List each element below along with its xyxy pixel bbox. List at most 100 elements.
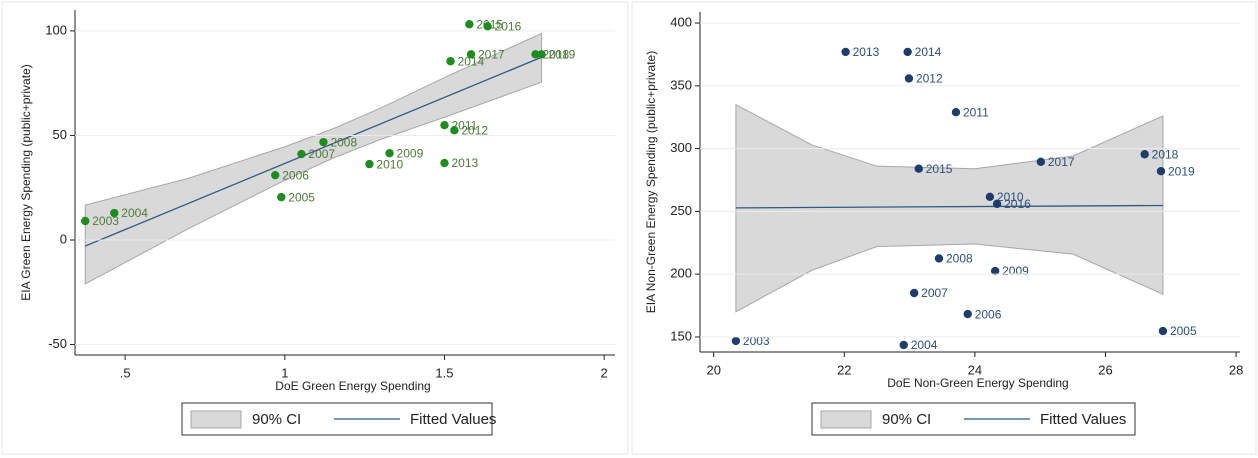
point-label: 2008 [330, 135, 357, 149]
point-label: 2006 [282, 168, 309, 182]
point [446, 57, 455, 66]
point-label: 2006 [975, 307, 1002, 321]
x-tick-label: 2 [601, 365, 608, 380]
point [841, 47, 850, 57]
ci-band [735, 103, 1164, 313]
panel-frame [1, 1, 629, 455]
point [450, 126, 459, 135]
legend-label: 90% CI [252, 411, 301, 428]
y-axis-title: EIA Green Energy Spending (public+privat… [19, 64, 33, 300]
x-tick-label: 28 [1229, 362, 1243, 377]
legend-swatch [820, 410, 872, 429]
point-label: 2014 [915, 45, 942, 59]
point-label: 2019 [1168, 164, 1195, 178]
y-axis-title: EIA Non-Green Energy Spending (public+pr… [644, 51, 658, 313]
point [440, 158, 449, 168]
point [1140, 150, 1149, 159]
y-tick-label: 150 [670, 328, 692, 343]
point-label: 2009 [397, 146, 424, 160]
x-tick-label: 24 [968, 362, 982, 377]
point-label: 2004 [121, 206, 148, 220]
point [1158, 326, 1168, 336]
x-axis-title: DoE Green Energy Spending [275, 379, 430, 393]
point [465, 20, 474, 29]
x-tick-label: 1 [281, 365, 288, 380]
point [963, 309, 972, 319]
point [903, 47, 912, 57]
point-label: 2011 [963, 105, 989, 119]
point-label: 2012 [461, 123, 488, 137]
point [992, 199, 1002, 209]
point [319, 137, 328, 147]
point [385, 149, 394, 158]
y-tick-label: 200 [670, 266, 692, 281]
panel-frame [631, 1, 1257, 455]
point [904, 74, 914, 83]
point-label: 2014 [458, 54, 485, 68]
point [483, 22, 492, 31]
point-label: 2016 [1004, 197, 1031, 211]
x-tick-label: 26 [1098, 362, 1112, 377]
point-label: 2008 [946, 252, 973, 266]
point-label: 2012 [916, 72, 943, 86]
point-label: 2013 [853, 45, 880, 59]
y-tick-label: 100 [45, 22, 67, 37]
x-tick-label: 20 [706, 362, 720, 377]
x-axis-title: DoE Non-Green Energy Spending [887, 376, 1068, 390]
y-tick-label: -50 [48, 336, 67, 351]
point [81, 216, 90, 226]
point [731, 336, 741, 346]
point-label: 2017 [478, 47, 505, 61]
ci-band [84, 32, 543, 285]
point-label: 2018 [542, 47, 569, 61]
point [1156, 167, 1166, 176]
y-tick-label: 50 [53, 127, 67, 142]
point-label: 2003 [92, 214, 119, 228]
legend-label: 90% CI [882, 411, 931, 428]
x-tick-label: 1.5 [435, 365, 453, 380]
point-label: 2007 [921, 286, 948, 300]
legend-label: Fitted Values [410, 411, 496, 428]
point-label: 2010 [997, 190, 1024, 204]
point [934, 254, 944, 263]
point-label: 2016 [495, 19, 522, 33]
point-label: 2010 [376, 157, 403, 171]
x-tick-label: 22 [837, 362, 851, 377]
point-label: 2007 [308, 147, 335, 161]
point [951, 107, 961, 117]
point-label: 2018 [1152, 147, 1179, 161]
x-tick-label: .5 [120, 365, 131, 380]
point-label: 2015 [926, 162, 953, 176]
point [909, 288, 919, 298]
point-label: 2019 [549, 47, 576, 61]
point [985, 192, 995, 202]
point-label: 2005 [1170, 324, 1197, 338]
point [297, 149, 306, 159]
point [466, 50, 476, 59]
fit-line [735, 204, 1163, 209]
y-tick-label: 250 [670, 203, 692, 218]
legend-swatch [190, 410, 242, 429]
y-tick-label: 0 [60, 231, 67, 246]
point [990, 266, 1000, 276]
y-tick-label: 350 [670, 77, 692, 92]
point-label: 2017 [1048, 155, 1075, 169]
legend-label: Fitted Values [1040, 411, 1126, 428]
point-label: 2009 [1002, 264, 1029, 278]
point [271, 170, 280, 180]
point [914, 164, 923, 173]
point [537, 50, 546, 59]
fit-line [84, 56, 542, 247]
y-tick-label: 400 [670, 14, 692, 29]
y-tick-label: 300 [670, 140, 692, 155]
point [365, 159, 374, 169]
point-label: 2005 [288, 190, 315, 204]
point [277, 192, 286, 202]
point [531, 50, 540, 59]
point [110, 208, 119, 218]
point [440, 121, 449, 130]
point [1036, 157, 1046, 166]
point-label: 2003 [743, 334, 770, 348]
point-label: 2004 [911, 338, 938, 352]
